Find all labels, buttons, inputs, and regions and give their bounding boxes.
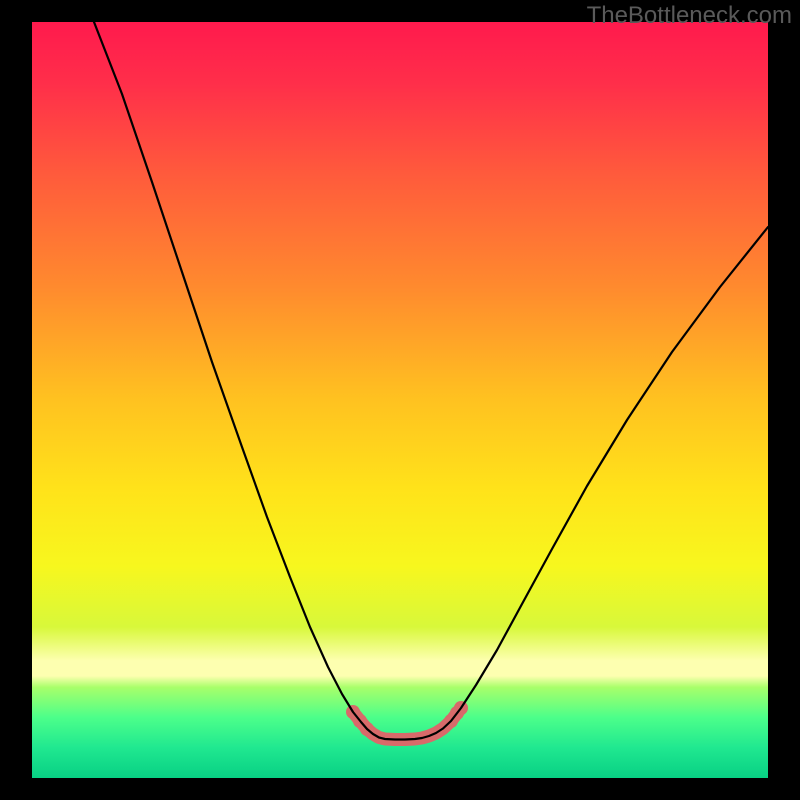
chart-container: TheBottleneck.com [0,0,800,800]
gradient-background [32,22,768,778]
plot-area [32,22,768,778]
watermark-text: TheBottleneck.com [587,2,792,30]
chart-svg [32,22,768,778]
